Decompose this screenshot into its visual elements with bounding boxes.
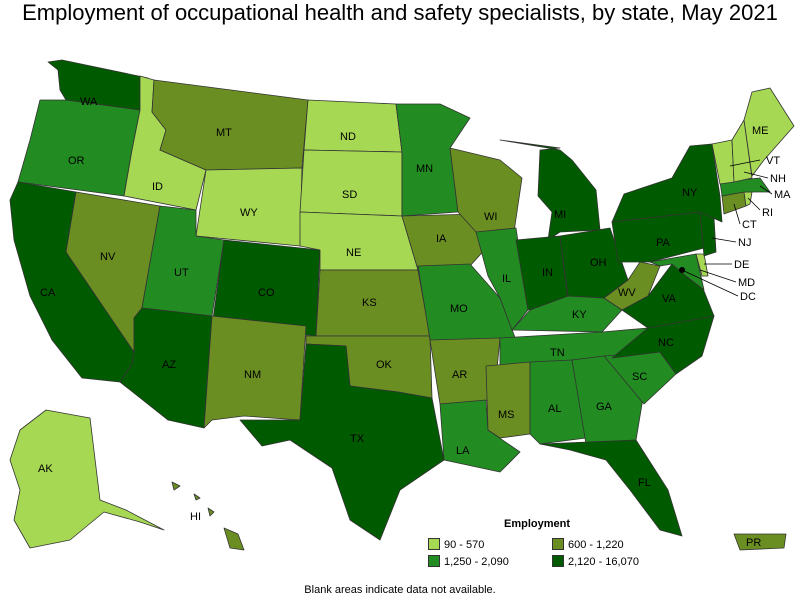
map-title: Employment of occupational health and sa… (22, 0, 778, 25)
legend-label-class-3: 1,250 - 2,090 (444, 556, 509, 568)
state-label-nc: NC (658, 337, 674, 349)
state-fl[interactable] (539, 439, 683, 537)
state-label-id: ID (152, 181, 163, 193)
state-label-pa: PA (656, 237, 671, 249)
state-hi[interactable] (171, 481, 245, 551)
state-label-wv: WV (618, 287, 636, 299)
state-nm[interactable] (203, 315, 307, 429)
state-label-md: MD (738, 277, 755, 289)
legend-swatch-class-4 (552, 555, 564, 567)
state-label-wa: WA (80, 96, 98, 108)
state-label-ms: MS (498, 409, 515, 421)
leader-line-vt (729, 159, 761, 167)
state-label-nv: NV (100, 251, 116, 263)
state-label-ok: OK (376, 359, 393, 371)
leader-line-dc (681, 269, 739, 297)
state-label-mo: MO (450, 303, 468, 315)
state-me[interactable] (743, 87, 795, 177)
state-label-ia: IA (436, 233, 447, 245)
state-label-vt: VT (766, 155, 780, 167)
state-label-pr: PR (746, 537, 761, 549)
state-sd[interactable] (299, 149, 403, 217)
state-label-wy: WY (240, 207, 258, 219)
legend-label-class-1: 90 - 570 (444, 539, 485, 551)
state-mi[interactable] (499, 139, 601, 241)
state-ny[interactable] (611, 143, 723, 223)
legend-item-class-3: 1,250 - 2,090 (428, 555, 509, 568)
state-label-ks: KS (362, 297, 377, 309)
state-nh[interactable] (731, 119, 753, 183)
state-label-az: AZ (162, 359, 176, 371)
state-label-mi: MI (554, 209, 566, 221)
state-la[interactable] (439, 399, 521, 473)
state-mt[interactable] (151, 79, 309, 171)
state-label-ca: CA (40, 287, 56, 299)
state-label-de: DE (734, 259, 749, 271)
state-label-ma: MA (774, 189, 791, 201)
leader-line-nj (711, 237, 737, 243)
state-label-la: LA (456, 445, 470, 457)
state-label-ky: KY (572, 309, 587, 321)
state-label-fl: FL (638, 477, 651, 489)
state-label-or: OR (68, 155, 85, 167)
state-label-nd: ND (340, 131, 356, 143)
state-label-ut: UT (174, 267, 189, 279)
legend-title: Employment (504, 518, 571, 530)
state-label-tn: TN (550, 347, 565, 359)
state-label-co: CO (258, 287, 275, 299)
footnote: Blank areas indicate data not available. (304, 584, 496, 596)
legend-item-class-1: 90 - 570 (428, 538, 484, 551)
legend-swatch-class-2 (552, 538, 564, 550)
state-label-sc: SC (632, 371, 647, 383)
state-label-sd: SD (342, 189, 357, 201)
state-label-nj: NJ (738, 237, 751, 249)
state-label-in: IN (542, 267, 553, 279)
leader-line-ri (747, 197, 761, 211)
state-label-il: IL (502, 273, 511, 285)
state-label-tx: TX (350, 433, 365, 445)
state-or[interactable] (17, 99, 141, 197)
legend-item-class-4: 2,120 - 16,070 (552, 555, 639, 568)
state-label-wi: WI (484, 211, 497, 223)
state-label-ak: AK (38, 463, 53, 475)
state-ms[interactable] (485, 361, 531, 439)
state-label-dc: DC (740, 291, 756, 303)
legend-swatch-class-3 (428, 555, 440, 567)
leader-line-md (699, 269, 737, 283)
legend-label-class-4: 2,120 - 16,070 (568, 556, 639, 568)
state-label-ri: RI (762, 207, 773, 219)
state-label-hi: HI (190, 511, 201, 523)
state-tx[interactable] (239, 343, 445, 541)
state-label-ny: NY (682, 187, 698, 199)
state-ak[interactable] (9, 409, 165, 549)
legend-label-class-2: 600 - 1,220 (568, 539, 624, 551)
state-label-ar: AR (452, 369, 467, 381)
state-label-mn: MN (416, 163, 433, 175)
state-label-ga: GA (596, 401, 613, 413)
map-legend: Employment 90 - 570 600 - 1,220 1,250 - … (428, 518, 688, 576)
state-pr[interactable] (733, 533, 787, 551)
state-al[interactable] (529, 359, 587, 445)
leader-line-nh (743, 171, 769, 179)
state-label-oh: OH (590, 257, 607, 269)
state-label-ne: NE (346, 247, 361, 259)
state-label-nh: NH (770, 173, 786, 185)
state-label-me: ME (752, 125, 769, 137)
legend-swatch-class-1 (428, 538, 440, 550)
legend-item-class-2: 600 - 1,220 (552, 538, 624, 551)
state-label-al: AL (548, 403, 561, 415)
state-label-ct: CT (742, 219, 757, 231)
state-label-nm: NM (244, 369, 261, 381)
state-nd[interactable] (303, 99, 403, 153)
state-label-va: VA (662, 293, 677, 305)
state-de[interactable] (695, 253, 709, 277)
leader-line-ct (733, 203, 741, 225)
state-label-mt: MT (216, 127, 232, 139)
leader-line-ma (759, 185, 773, 195)
